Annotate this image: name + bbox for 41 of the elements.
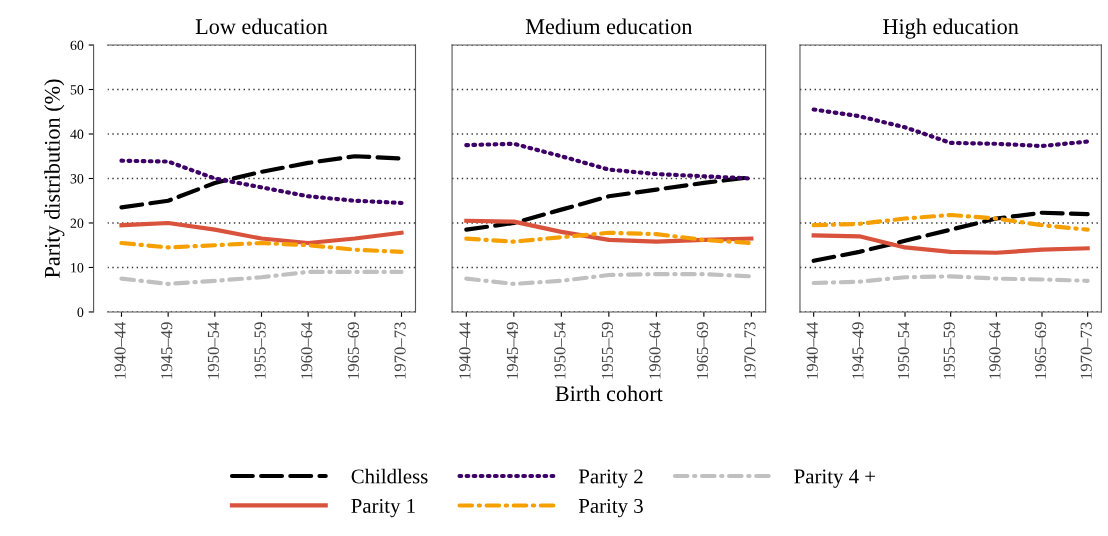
x-tick-label: 1940–44 (459, 321, 471, 379)
y-axis-title: Parity distribution (%) (44, 79, 65, 278)
line-series (119, 269, 404, 287)
line-series (119, 220, 404, 246)
chart-title: High education (883, 18, 1019, 39)
chart-title: Medium education (525, 18, 693, 35)
x-tick-label: 1945–49 (161, 322, 173, 379)
x-tick-label: 1965–69 (1034, 322, 1047, 379)
x-tick-label: 1960–64 (301, 321, 313, 379)
y-tick-label: 10 (71, 263, 84, 273)
x-tick-label: 1960–64 (649, 321, 661, 379)
legend-label: Parity 2 (578, 469, 643, 488)
y-tick-label: 50 (70, 85, 84, 95)
x-axis-title: Birth cohort (555, 385, 663, 402)
legend-label: Parity 3 (578, 498, 643, 518)
x-tick-label: 1950–54 (207, 321, 219, 379)
x-tick-label: 1970–73 (394, 322, 406, 379)
x-tick-label: 1960–64 (989, 321, 1001, 379)
x-tick-label: 1955–59 (943, 322, 955, 379)
x-tick-label: 1950–54 (897, 321, 910, 379)
x-tick-label: 1970–73 (744, 322, 756, 379)
y-tick-label: 60 (70, 40, 84, 50)
x-tick-label: 1970–73 (1080, 322, 1092, 379)
x-tick-label: 1955–59 (601, 322, 614, 379)
y-tick-label: 30 (70, 174, 84, 184)
x-tick-label: 1965–69 (696, 322, 709, 379)
y-tick-label: 40 (70, 129, 84, 139)
y-tick-label: 20 (70, 218, 84, 228)
line-series (119, 240, 404, 254)
chart-title: Low education (195, 18, 328, 35)
x-tick-label: 1945–49 (506, 322, 518, 379)
y-tick-label: 0 (77, 307, 84, 317)
legend-label: Parity 1 (351, 498, 415, 518)
x-tick-label: 1940–44 (114, 321, 126, 379)
legend-label: Parity 4 + (794, 469, 876, 488)
x-tick-label: 1955–59 (254, 322, 266, 379)
x-tick-label: 1965–69 (347, 322, 359, 379)
x-tick-label: 1940–44 (806, 321, 818, 379)
legend-label: Childless (351, 468, 428, 484)
x-tick-label: 1945–49 (852, 322, 864, 379)
x-tick-label: 1950–54 (554, 321, 566, 379)
